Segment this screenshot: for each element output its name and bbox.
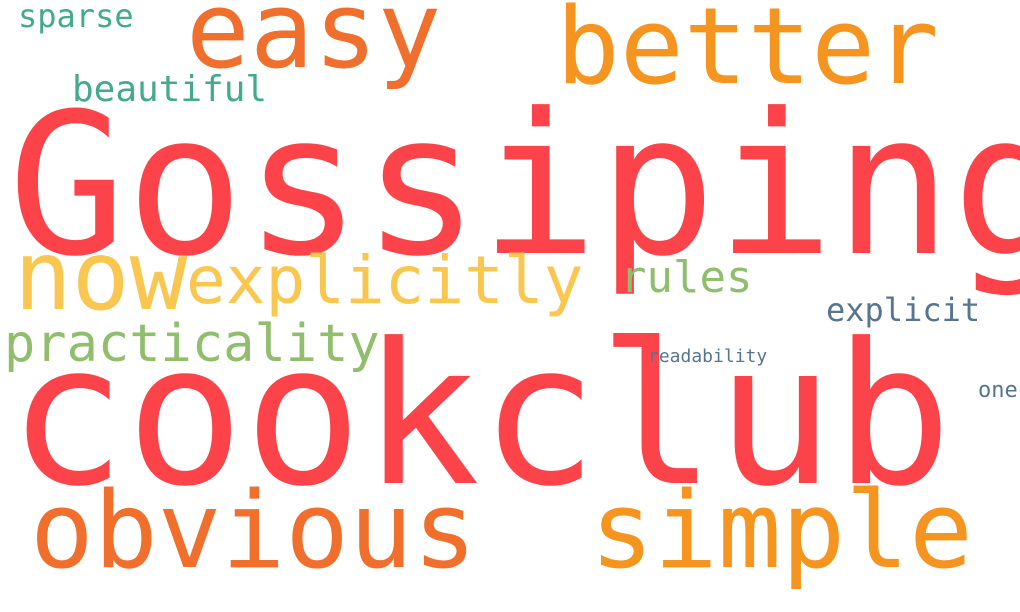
word-cookclub: cookclub bbox=[8, 302, 953, 530]
word-easy: easy bbox=[186, 0, 442, 92]
word-simple: simple bbox=[590, 469, 973, 592]
word-explicitly: explicitly bbox=[186, 242, 584, 319]
word-now: now bbox=[14, 220, 188, 332]
word-better: better bbox=[556, 0, 939, 108]
word-beautiful: beautiful bbox=[72, 69, 268, 110]
word-sparse: sparse bbox=[18, 0, 134, 35]
word-obvious: obvious bbox=[30, 469, 477, 592]
word-readability: readability bbox=[648, 346, 768, 367]
word-rules: rules bbox=[620, 252, 753, 303]
word-gossiping: Gossiping bbox=[8, 72, 1020, 300]
word-one: one bbox=[978, 378, 1018, 403]
word-explicit: explicit bbox=[826, 291, 981, 329]
word-practicality: practicality bbox=[4, 314, 380, 374]
